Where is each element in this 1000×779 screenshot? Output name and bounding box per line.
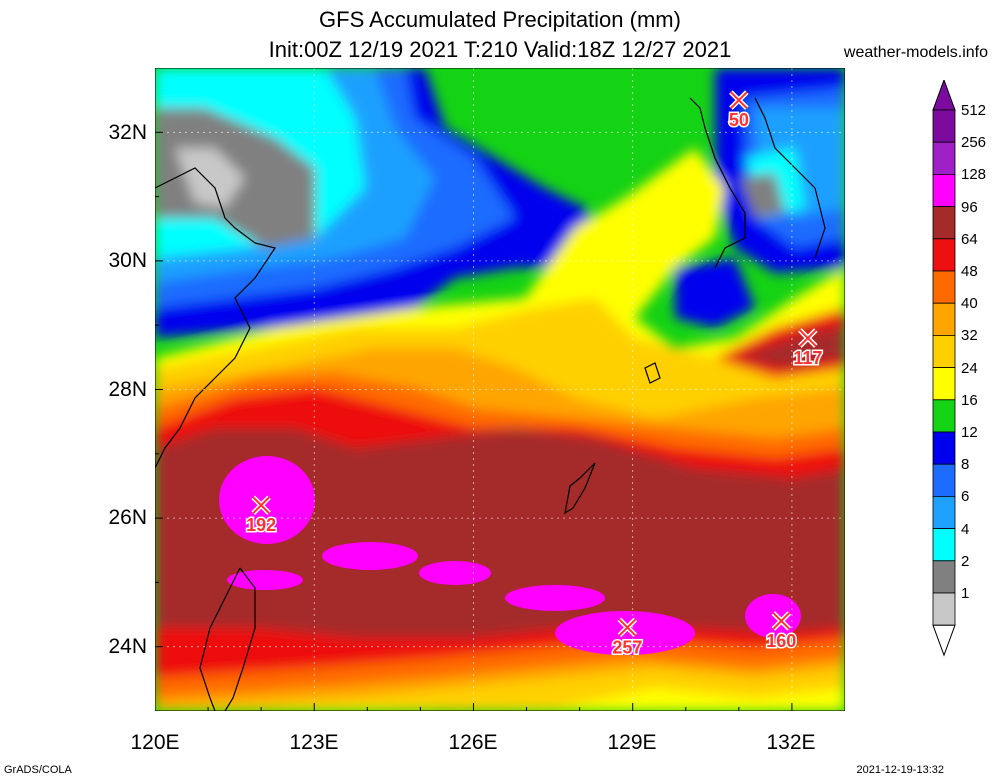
footer-software: GrADS/COLA [4,764,72,776]
lat-label-32n: 32N [108,121,147,144]
max-marker: 117 [792,328,824,370]
max-marker-label: 257 [612,637,642,657]
lon-label-129e: 129E [607,731,657,754]
colorbar-level-label: 2 [961,552,970,570]
colorbar-swatch [932,334,956,368]
colorbar-bottom-arrow [932,624,956,657]
precip-field-12 [675,258,755,328]
max-marker-label: 50 [729,110,749,130]
coastline-kyushu [689,97,826,269]
lon-label-126e: 126E [448,731,498,754]
colorbar-swatch [932,206,956,240]
colorbar-level-label: 32 [961,327,978,345]
colorbar-level-label: 16 [961,391,978,409]
coastline-taiwan [199,567,256,711]
lat-label-24n: 24N [108,635,147,658]
max-marker: 192 [245,495,278,537]
colorbar-swatch [932,141,956,175]
colorbar-level-label: 256 [961,134,987,152]
colorbar-swatch [932,560,956,594]
lat-label-28n: 28N [108,378,147,401]
colorbar-level-label: 1 [961,585,970,602]
precip-field-96 [155,428,845,638]
lon-label-132e: 132E [766,731,816,754]
colorbar-level-label: 48 [961,263,978,280]
colorbar-swatch [932,109,956,143]
colorbar-swatch [932,528,956,562]
colorbar-swatch [932,431,956,465]
site-credit: weather-models.info [843,44,988,61]
precip-field-96 [735,326,845,368]
colorbar-level-label: 12 [961,424,978,441]
precip-field-1 [175,148,245,208]
colorbar-level-label: 40 [961,295,978,313]
graticule [155,68,845,711]
lat-label-26n: 26N [108,506,147,529]
colorbar-swatch [932,463,956,497]
colorbar-swatch [932,592,956,626]
max-marker: 50 [727,90,750,132]
colorbar-top-arrow [932,80,956,111]
precipitation-map: 50 117 192 257 160 [155,68,845,711]
max-marker-label: 117 [793,348,822,368]
map-canvas: 50 117 192 257 160 [155,68,845,711]
colorbar-level-label: 8 [961,456,970,474]
max-marker-label: 192 [246,515,276,535]
colorbar-swatch [932,238,956,272]
colorbar-swatch [932,302,956,336]
colorbar-level-label: 128 [961,166,987,184]
footer-timestamp: 2021-12-19-13:32 [856,764,944,776]
colorbar-level-label: 512 [961,102,987,119]
colorbar-level-label: 64 [961,230,978,248]
max-marker-label: 160 [766,631,796,651]
colorbar-level-label: 4 [961,520,970,538]
coastline-china [155,167,276,469]
colorbar-level-label: 96 [961,198,978,216]
colorbar-level-label: 24 [961,359,978,377]
colorbar-swatch [932,367,956,401]
precip-field-2 [740,173,785,218]
lon-label-120e: 120E [130,731,180,754]
colorbar-swatch [932,399,956,433]
max-marker: 160 [765,611,798,652]
coastline-okinawa [564,362,661,515]
colorbar-level-label: 6 [961,488,970,506]
max-marker: 257 [611,617,644,659]
map-title: GFS Accumulated Precipitation (mm) [319,7,681,32]
colorbar [932,80,956,657]
colorbar-swatch [932,270,956,304]
colorbar-swatch [932,174,956,208]
lon-label-123e: 123E [289,731,339,754]
map-subtitle: Init:00Z 12/19 2021 T:210 Valid:18Z 12/2… [268,37,732,62]
colorbar-swatch [932,495,956,529]
lat-label-30n: 30N [108,249,147,272]
